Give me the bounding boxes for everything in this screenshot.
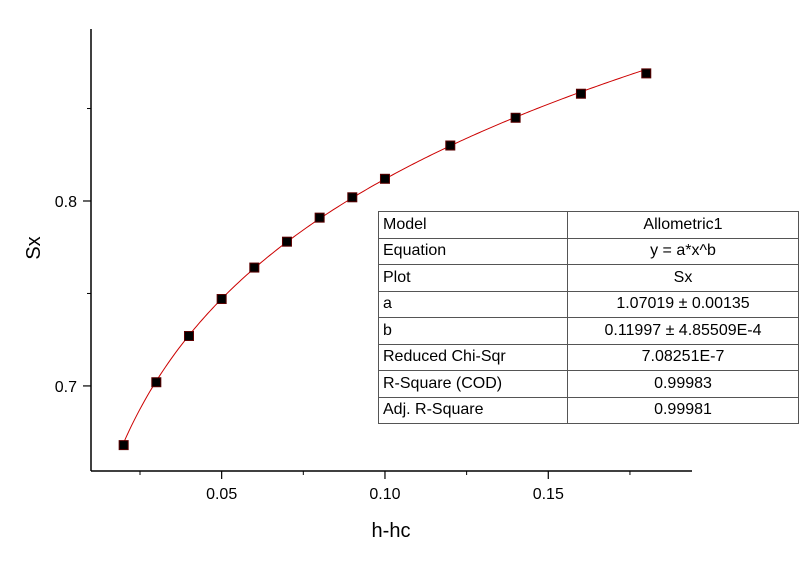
data-point (575, 88, 586, 99)
fit-table-key: Plot (378, 264, 568, 292)
x-axis-title: h-hc (372, 520, 411, 542)
fit-table-key: a (378, 290, 568, 318)
fit-table-value: 1.07019 ± 0.00135 (567, 290, 799, 318)
data-point (249, 262, 260, 273)
fit-table-key: Equation (378, 237, 568, 265)
fit-table-row: R-Square (COD) 0.99983 (378, 370, 799, 398)
data-point (216, 294, 227, 305)
data-point (183, 330, 194, 341)
fit-table-value: 0.99983 (567, 370, 799, 398)
data-point (347, 192, 358, 203)
y-tick-label: 0.7 (55, 379, 77, 396)
data-point (379, 173, 390, 184)
fit-table-row: b 0.11997 ± 4.85509E-4 (378, 317, 799, 345)
data-point (445, 140, 456, 151)
fit-table-key: Reduced Chi-Sqr (378, 343, 568, 371)
axes (90, 29, 692, 472)
y-tick-label: 0.8 (55, 194, 77, 211)
fit-table-row: Reduced Chi-Sqr 7.08251E-7 (378, 343, 799, 371)
x-tick-label: 0.05 (206, 486, 237, 503)
fit-table-key: Adj. R-Square (378, 396, 568, 424)
fit-table-value: 7.08251E-7 (567, 343, 799, 371)
fit-table-row: a 1.07019 ± 0.00135 (378, 290, 799, 318)
data-point (151, 377, 162, 388)
fit-table-value: 0.11997 ± 4.85509E-4 (567, 317, 799, 345)
fit-table-value: 0.99981 (567, 396, 799, 424)
data-markers (118, 68, 652, 451)
data-point (510, 112, 521, 123)
y-axis-title: Sx (23, 236, 45, 259)
data-point (118, 440, 129, 451)
fit-table-row: Model Allometric1 (378, 211, 799, 239)
x-tick-label: 0.15 (533, 486, 564, 503)
data-point (314, 212, 325, 223)
tick-labels: 0.05 0.10 0.15 0.7 0.8 (55, 194, 564, 503)
fit-table-key: R-Square (COD) (378, 370, 568, 398)
fit-table-row: Plot Sx (378, 264, 799, 292)
fit-table-row: Equation y = a*x^b (378, 237, 799, 265)
fit-table-value: y = a*x^b (567, 237, 799, 265)
x-tick-label: 0.10 (369, 486, 400, 503)
fit-table-key: b (378, 317, 568, 345)
fit-table-value: Allometric1 (567, 211, 799, 239)
fit-table-key: Model (378, 211, 568, 239)
fit-results-table: Model Allometric1 Equation y = a*x^b Plot Sx a… (378, 211, 799, 424)
ticks (83, 108, 631, 479)
fit-table-row: Adj. R-Square 0.99981 (378, 396, 799, 424)
fit-table-value: Sx (567, 264, 799, 292)
data-point (281, 236, 292, 247)
data-point (641, 68, 652, 79)
